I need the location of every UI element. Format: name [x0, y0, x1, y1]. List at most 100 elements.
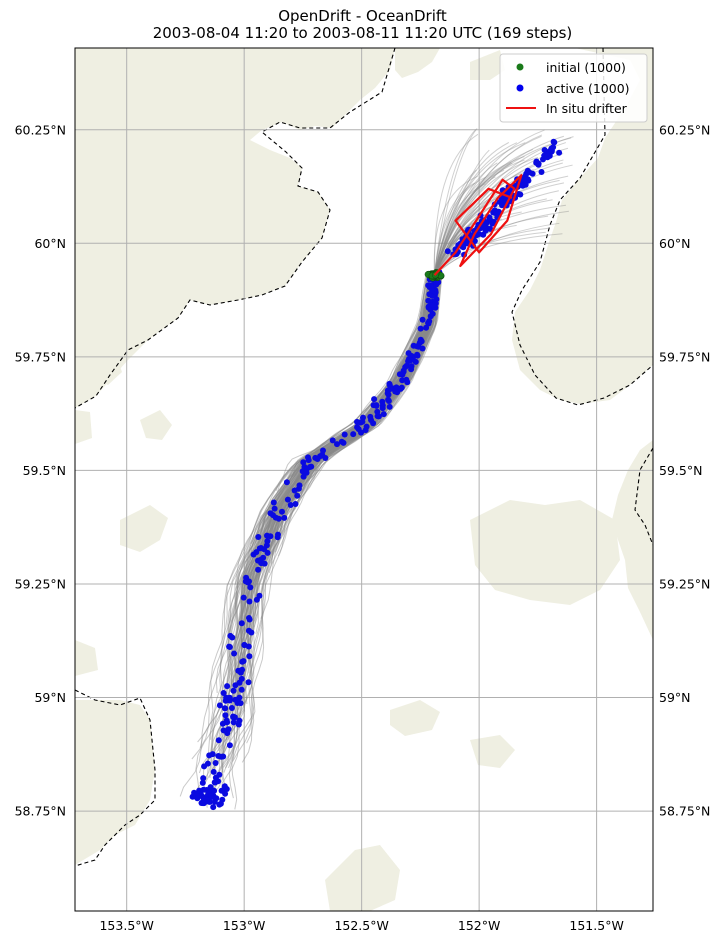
- active-particle: [230, 719, 237, 726]
- active-particle: [226, 694, 233, 701]
- active-particle: [379, 405, 386, 412]
- active-particle: [241, 641, 248, 648]
- land-island-left: [75, 410, 92, 444]
- in-situ-drifter-track: [433, 174, 523, 276]
- land-island-south1: [390, 700, 440, 736]
- active-particle: [403, 376, 410, 383]
- active-particle: [211, 787, 218, 794]
- trajectory-line: [274, 275, 438, 534]
- trajectory-line: [228, 275, 441, 799]
- active-particle: [541, 152, 548, 159]
- active-particle: [215, 753, 222, 759]
- land-island-south3: [470, 735, 515, 768]
- active-particle: [522, 177, 529, 184]
- active-particle: [246, 616, 253, 623]
- active-particle: [279, 508, 285, 515]
- longitude-tick: 151.5°W: [569, 918, 623, 933]
- land-island-south2: [325, 845, 400, 911]
- active-particle: [256, 592, 263, 599]
- active-particle: [405, 358, 412, 365]
- active-particle: [228, 705, 235, 711]
- trajectory-line: [434, 159, 564, 276]
- active-particle: [216, 771, 223, 778]
- active-particle: [371, 396, 378, 403]
- longitude-tick: 152.5°W: [334, 918, 388, 933]
- active-particle: [212, 760, 219, 766]
- trajectory-line: [210, 275, 434, 754]
- active-particle: [471, 238, 478, 244]
- active-particle: [444, 248, 451, 255]
- land-layer: [75, 48, 653, 911]
- active-particle: [533, 159, 540, 166]
- land-island-mid: [120, 505, 168, 552]
- active-particle: [220, 727, 227, 734]
- border-northeast: [511, 48, 653, 406]
- trajectory-line: [433, 133, 479, 276]
- active-particle: [221, 783, 228, 790]
- legend-initial-label: initial (1000): [546, 60, 626, 75]
- drifter-track: [433, 174, 523, 276]
- active-particle: [296, 482, 303, 489]
- active-particle: [203, 797, 210, 804]
- active-particle: [425, 320, 432, 327]
- active-particle: [538, 169, 545, 175]
- trajectory-line: [240, 275, 438, 683]
- trajectory-line: [434, 129, 545, 276]
- active-particle: [384, 390, 391, 397]
- active-particle: [264, 532, 270, 539]
- trajectory-line: [433, 183, 486, 276]
- active-particle: [386, 382, 393, 389]
- longitude-tick: 153.5°W: [99, 918, 153, 933]
- active-particle: [419, 316, 426, 323]
- trajectory-line: [433, 169, 477, 276]
- active-particle: [419, 345, 426, 352]
- active-particle: [271, 505, 278, 512]
- trajectory-line: [434, 182, 565, 276]
- land-northwest: [75, 48, 395, 408]
- latitude-tick-left: 59.75°N: [15, 349, 66, 364]
- trajectory-line: [229, 275, 434, 661]
- active-particle: [239, 666, 246, 673]
- trajectory-line: [433, 182, 475, 276]
- active-particle: [287, 502, 294, 508]
- active-particle: [222, 705, 229, 712]
- active-particle: [417, 325, 424, 332]
- latitude-tick-left: 60°N: [34, 236, 66, 251]
- active-particle: [219, 796, 226, 803]
- trajectory-line: [434, 162, 498, 276]
- active-particle: [374, 408, 381, 415]
- trajectory-line: [434, 176, 496, 276]
- trajectory-line: [179, 275, 428, 797]
- land-west: [75, 700, 155, 865]
- trajectory-line: [210, 275, 431, 740]
- trajectory-line: [433, 142, 510, 276]
- active-particle: [224, 683, 231, 690]
- active-particle: [556, 149, 563, 156]
- active-particle: [550, 138, 557, 145]
- active-particle: [386, 403, 393, 410]
- active-particle: [247, 584, 254, 591]
- active-particle: [314, 456, 321, 462]
- longitude-tick-labels: 153.5°W 153°W 152.5°W 152°W 151.5°W: [99, 918, 623, 933]
- land-east: [612, 440, 653, 640]
- trajectory-line: [231, 275, 442, 810]
- trajectory-line: [434, 137, 572, 276]
- active-particle: [357, 419, 364, 426]
- active-particle: [264, 538, 271, 545]
- legend-active-label: active (1000): [546, 81, 630, 96]
- trajectory-line: [241, 275, 435, 634]
- land-northeast: [512, 48, 653, 404]
- active-particle: [258, 545, 265, 551]
- active-particle: [209, 751, 216, 758]
- active-particle: [380, 411, 387, 418]
- active-particle: [220, 753, 227, 760]
- trajectory-line: [433, 142, 518, 276]
- map-title: OpenDrift - OceanDrift: [278, 7, 447, 25]
- active-particle: [240, 594, 247, 601]
- active-particle: [396, 371, 403, 378]
- active-particle: [229, 634, 236, 641]
- latitude-tick-right: 59.75°N: [659, 349, 710, 364]
- latitude-tick-right: 58.75°N: [659, 804, 710, 819]
- active-particle: [255, 534, 262, 540]
